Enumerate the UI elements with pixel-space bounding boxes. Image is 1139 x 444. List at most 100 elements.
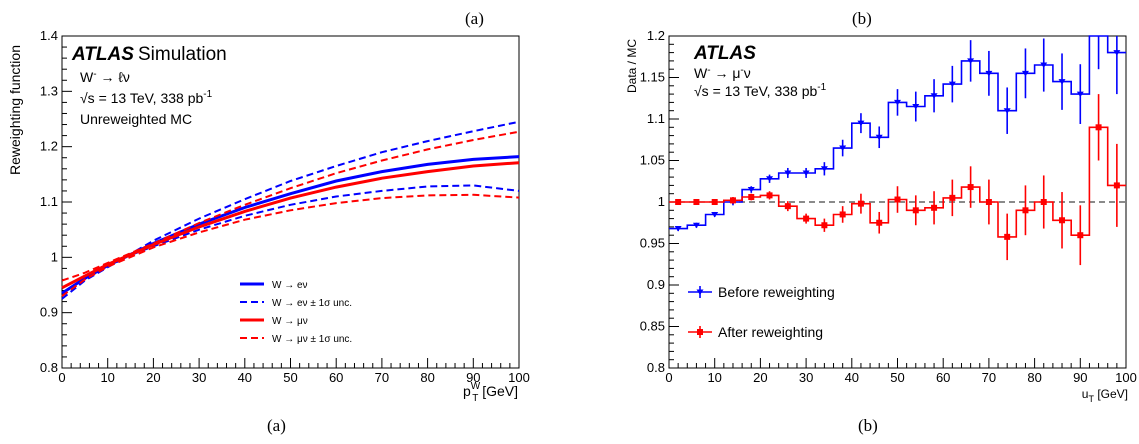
left-y-tick-label: 1.3 xyxy=(40,83,58,98)
right-marker-square xyxy=(931,204,938,211)
right-marker-triangle xyxy=(985,70,993,77)
right-marker-square xyxy=(1022,207,1029,214)
right-marker-triangle xyxy=(1040,62,1048,69)
right-process-line: W- → μ-ν xyxy=(694,65,751,81)
right-legend-label: After reweighting xyxy=(718,324,823,340)
right-marker-triangle xyxy=(784,170,792,176)
left-xlabel-sub: T xyxy=(472,393,478,404)
right-marker-triangle xyxy=(894,99,901,106)
right-y-tick-label: 0.85 xyxy=(640,319,665,334)
right-x-tick-label: 100 xyxy=(1115,370,1137,385)
right-marker-triangle xyxy=(1113,50,1121,56)
right-marker-triangle xyxy=(766,176,774,182)
left-x-tick-label: 90 xyxy=(466,370,480,385)
right-process-rest: → μ xyxy=(711,65,741,81)
left-y-tick-label: 1.1 xyxy=(40,194,58,209)
right-marker-triangle xyxy=(839,145,847,152)
right-marker-triangle xyxy=(747,187,755,193)
left-x-tick-label: 20 xyxy=(146,370,160,385)
right-process-sup: - xyxy=(707,65,710,76)
left-xlabel-main: p xyxy=(463,383,471,399)
right-y-tick-label: 1.15 xyxy=(640,70,665,85)
right-x-tick-label: 10 xyxy=(707,370,721,385)
left-process-rest: → ℓν xyxy=(97,69,130,85)
left-y-tick-label: 1.4 xyxy=(40,28,58,43)
right-marker-square xyxy=(985,199,992,205)
left-x-tick-label: 30 xyxy=(192,370,206,385)
left-process-line: W- → ℓν xyxy=(80,69,130,85)
left-legend-label: W → μν xyxy=(272,316,308,327)
left-caption: (a) xyxy=(267,416,286,435)
left-x-tick-label: 60 xyxy=(329,370,343,385)
left-y-tick-label: 0.8 xyxy=(40,360,58,375)
right-series xyxy=(669,35,1126,266)
right-y-tick-label: 1 xyxy=(658,194,665,209)
right-energy-text: √s = 13 TeV, 338 pb xyxy=(694,83,818,99)
left-x-tick-label: 0 xyxy=(58,370,65,385)
right-y-tick-label: 1.2 xyxy=(647,28,665,43)
left-y-tick-label: 1 xyxy=(51,249,58,264)
right-legend: Before reweighting After reweighting xyxy=(688,284,835,340)
right-x-axis-label: uT [GeV] xyxy=(1082,387,1128,404)
left-x-tick-label: 50 xyxy=(283,370,297,385)
right-marker-triangle xyxy=(948,81,956,88)
right-x-tick-label: 70 xyxy=(982,370,996,385)
right-energy-line: √s = 13 TeV, 338 pb-1 xyxy=(694,82,827,99)
right-x-tick-label: 60 xyxy=(936,370,950,385)
left-atlas-label: ATLAS xyxy=(71,44,134,65)
left-series-line-2 xyxy=(61,184,520,289)
right-marker-square xyxy=(748,194,755,201)
left-x-axis-label: pW T [GeV] xyxy=(463,381,518,404)
right-process-sup2: - xyxy=(740,65,743,76)
left-legend-label: W → μν ± 1σ unc. xyxy=(272,334,352,345)
right-panel: (b) 0 10 20 30 40 50 60 70 80 90 100 0.8 0.85 0.9 0.95… xyxy=(625,9,1137,435)
left-legend: W → eν W → eν ± 1σ unc. W → μν W → μν ± 1σ … xyxy=(240,280,352,345)
right-y-tick-label: 0.8 xyxy=(647,360,665,375)
right-x-tick-label: 30 xyxy=(799,370,813,385)
left-x-tick-label: 40 xyxy=(238,370,252,385)
right-marker-square xyxy=(1113,182,1120,189)
right-marker-square xyxy=(1040,199,1047,205)
right-legend-label: Before reweighting xyxy=(718,284,835,300)
right-marker-square xyxy=(784,203,791,210)
right-marker-square xyxy=(693,199,700,205)
right-xlabel-unit: [GeV] xyxy=(1094,387,1128,401)
left-x-tick-label: 70 xyxy=(375,370,389,385)
right-y-tick-label: 1.1 xyxy=(647,111,665,126)
left-legend-label: W → eν ± 1σ unc. xyxy=(272,298,352,309)
right-marker-triangle xyxy=(692,222,700,229)
right-marker-square xyxy=(876,219,883,226)
right-series-step-1 xyxy=(669,126,1126,238)
left-atlas-suffix: Simulation xyxy=(138,44,227,65)
right-x-tick-label: 80 xyxy=(1027,370,1041,385)
left-energy-line: √s = 13 TeV, 338 pb-1 xyxy=(80,89,213,106)
right-marker-square xyxy=(857,200,864,207)
right-marker-square xyxy=(821,222,828,229)
right-marker-triangle xyxy=(1003,108,1011,114)
right-marker-square xyxy=(1095,124,1102,131)
right-series-step-0 xyxy=(669,35,1126,230)
right-xlabel-main: u xyxy=(1082,387,1089,401)
left-series-line-5 xyxy=(61,193,520,297)
right-marker-triangle xyxy=(930,93,938,99)
right-marker-triangle xyxy=(875,134,883,141)
left-xlabel-unit: [GeV] xyxy=(478,383,518,399)
left-panel: (a) 0 10 20 30 40 50 60 70 80 90 100 0.8 0.9 1 1.1 1.2 1… xyxy=(7,9,530,435)
right-y-tick-label: 0.95 xyxy=(640,236,665,251)
left-x-tick-label: 10 xyxy=(100,370,114,385)
right-x-tick-label: 0 xyxy=(665,370,672,385)
right-panel-letter-top: (b) xyxy=(852,9,872,28)
right-marker-triangle xyxy=(857,120,865,127)
left-series-line-0 xyxy=(61,155,520,295)
left-x-tick-label: 100 xyxy=(508,370,530,385)
right-legend-marker xyxy=(696,289,704,295)
left-y-tick-label: 1.2 xyxy=(40,139,58,154)
right-marker-square xyxy=(949,194,956,201)
left-xlabel-sup: W xyxy=(471,381,481,392)
right-process-tail: ν xyxy=(744,65,751,81)
right-marker-triangle xyxy=(802,170,810,176)
left-y-tick-label: 0.9 xyxy=(40,305,58,320)
right-y-axis-label: Data / MC xyxy=(625,39,639,93)
right-marker-square xyxy=(912,207,919,214)
